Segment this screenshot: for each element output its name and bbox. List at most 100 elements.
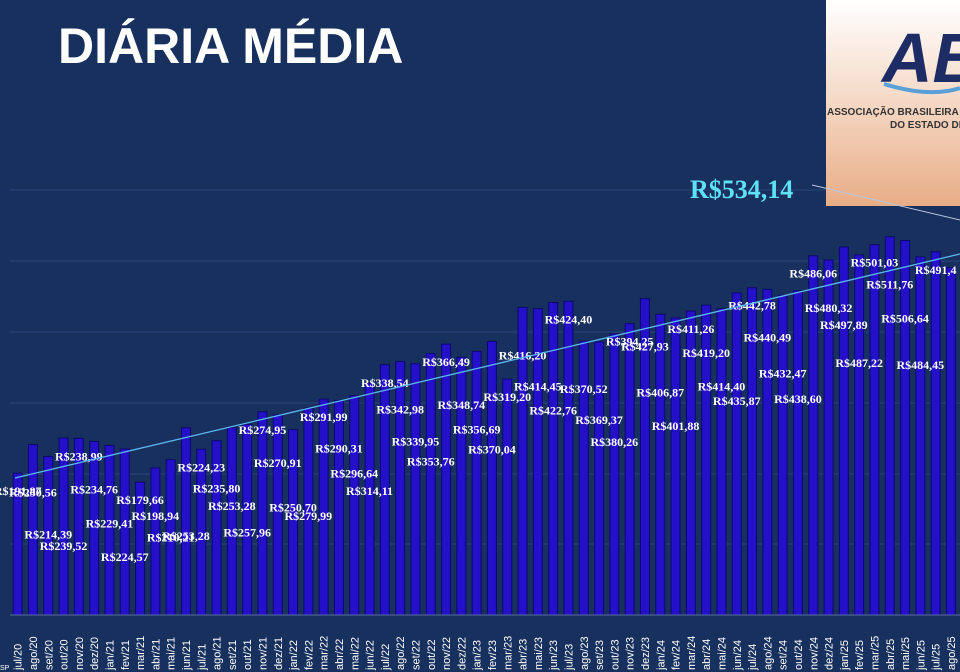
value-label: R$224,57 (101, 550, 149, 564)
x-tick-label: abr/22 (334, 639, 346, 670)
value-label: R$257,96 (223, 525, 271, 539)
value-label: R$291,99 (300, 410, 348, 424)
bar (333, 399, 344, 616)
logo: AB ASSOCIAÇÃO BRASILEIRA D DO ESTADO DE (826, 0, 960, 206)
bar (900, 240, 911, 616)
value-label: R$214,39 (24, 528, 72, 542)
bar (349, 395, 360, 616)
value-label: R$230,56 (9, 486, 57, 500)
bar (563, 300, 574, 616)
value-label: R$224,23 (177, 460, 225, 474)
x-tick-label: jul/24 (747, 644, 759, 671)
x-tick-label: set/22 (410, 640, 422, 670)
value-label: R$491,4 (915, 263, 957, 277)
value-label: R$480,32 (805, 301, 853, 315)
bar (73, 437, 84, 616)
value-label: R$401,88 (652, 419, 700, 433)
x-tick-label: mar/25 (869, 636, 881, 670)
x-tick-label: set/23 (594, 640, 606, 670)
value-label: R$339,95 (392, 435, 440, 449)
bar (471, 350, 482, 616)
value-label: R$416,20 (499, 348, 547, 362)
x-tick-label: jun/22 (365, 640, 377, 671)
value-label: R$319,20 (483, 390, 531, 404)
x-tick-label: ago/23 (579, 636, 591, 670)
value-label: R$274,95 (239, 423, 287, 437)
bar (410, 363, 421, 616)
value-label: R$484,45 (897, 358, 945, 372)
x-tick-label: out/22 (426, 639, 438, 670)
x-tick-label: jul/21 (196, 644, 208, 671)
value-label: R$338,54 (361, 376, 409, 390)
x-tick-label: nov/20 (74, 637, 86, 670)
x-tick-label: jan/24 (655, 640, 667, 671)
x-tick-label: jul/23 (563, 644, 575, 671)
trend-line (14, 253, 960, 479)
value-label: R$290,31 (315, 441, 363, 455)
x-tick-label: dez/21 (273, 637, 285, 670)
bar (395, 360, 406, 616)
bar (869, 244, 880, 616)
x-tick-label: abr/25 (885, 639, 897, 670)
value-label: R$270,91 (254, 456, 302, 470)
bar (58, 437, 69, 616)
value-label: R$296,64 (330, 467, 378, 481)
bar (792, 290, 803, 616)
chart-title: DIÁRIA MÉDIA (58, 18, 403, 74)
x-tick-label: ago/24 (762, 636, 774, 670)
value-label: R$366,49 (422, 355, 470, 369)
bar (502, 378, 513, 616)
x-tick-label: mai/24 (716, 637, 728, 670)
bar (655, 313, 666, 616)
bar (731, 292, 742, 616)
value-label: R$342,98 (376, 402, 424, 416)
value-label: R$487,22 (835, 356, 883, 370)
plot: jul/20 ago/20 set/20 out/20 nov/20 dez/20 jan/… (0, 236, 960, 671)
value-label: R$253,28 (208, 499, 256, 513)
value-label: R$438,60 (774, 392, 822, 406)
x-tick-label: jan/25 (839, 640, 851, 671)
x-tick-label: fev/25 (854, 640, 866, 670)
x-tick-label: fev/21 (120, 640, 132, 670)
x-tick-label: mar/23 (502, 636, 514, 670)
value-label: R$406,87 (636, 385, 684, 399)
x-tick-label: jul/20 (13, 644, 25, 671)
x-tick-label: set/24 (778, 640, 790, 670)
value-label: R$435,87 (713, 394, 761, 408)
value-label: R$314,11 (346, 484, 393, 498)
value-label: R$414,40 (698, 380, 746, 394)
x-tick-label: ago/21 (212, 636, 224, 670)
bar (486, 340, 497, 616)
value-label: R$424,40 (545, 312, 593, 326)
x-tick-label: mar/24 (686, 636, 698, 670)
bar (456, 356, 467, 616)
annotation-pointer (811, 184, 960, 221)
value-label: R$279,99 (285, 509, 333, 523)
value-label: R$432,47 (759, 366, 807, 380)
x-tick-label: abr/23 (518, 639, 530, 670)
bar (441, 343, 452, 616)
value-label: R$427,93 (621, 340, 669, 354)
value-label: R$370,52 (560, 382, 608, 396)
x-tick-label: set/21 (227, 640, 239, 670)
value-label: R$234,76 (70, 482, 118, 496)
value-label: R$356,69 (453, 422, 501, 436)
x-tick-label: jul/22 (380, 644, 392, 671)
x-tick-label: jun/21 (181, 640, 193, 671)
bar (945, 267, 956, 616)
logo-swoosh (883, 82, 960, 95)
value-label: R$419,20 (682, 346, 730, 360)
x-tick-label: jun/25 (915, 640, 927, 671)
bar (854, 254, 865, 616)
value-label: R$353,76 (407, 455, 455, 469)
x-tick-label: mar/21 (135, 636, 147, 670)
bar (318, 398, 329, 616)
x-tick-label: nov/22 (441, 637, 453, 670)
bar (364, 382, 375, 616)
bar (609, 333, 620, 616)
x-tick-label: out/23 (609, 639, 621, 670)
x-tick-label: mai/22 (349, 637, 361, 670)
x-tick-label: fev/23 (487, 640, 499, 670)
value-label: R$414,45 (514, 380, 562, 394)
x-tick-label: jan/21 (104, 640, 116, 671)
